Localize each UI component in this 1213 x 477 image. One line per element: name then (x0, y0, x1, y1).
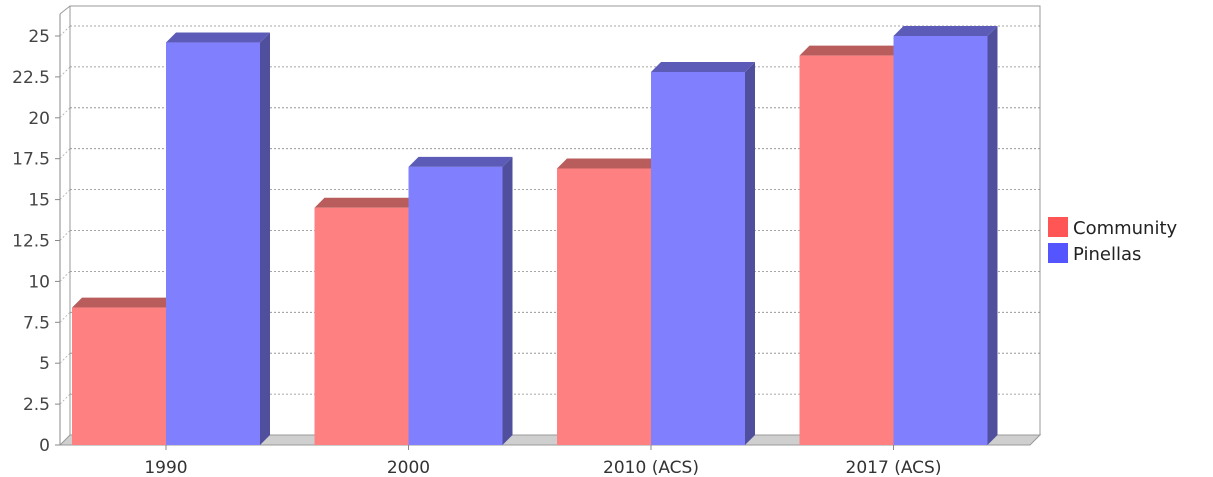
bar-front (651, 71, 745, 445)
y-tick-label: 10 (28, 272, 50, 292)
y-axis-top-edge (59, 5, 71, 15)
x-tick-label: 1990 (144, 458, 187, 477)
bar-front (72, 307, 166, 445)
x-tick-label: 2010 (ACS) (603, 458, 699, 477)
bar-front (799, 55, 894, 446)
bar-front (408, 166, 503, 445)
y-tick-label: 7.5 (23, 313, 50, 333)
bar-community-3 (799, 45, 904, 446)
gridline-side (59, 189, 71, 200)
y-tick-label: 20 (28, 109, 50, 129)
legend-item-pinellas: Pinellas (1048, 243, 1141, 265)
bar-front (557, 168, 651, 446)
bar-side (502, 156, 513, 445)
bar-top (651, 61, 755, 72)
gridline-side (59, 66, 71, 78)
y-axis: 0 2.5 5 7.5 10 12.5 15 17.5 20 22.5 25 (12, 27, 60, 456)
legend-swatch (1048, 243, 1068, 263)
bar-front (166, 42, 260, 445)
bar-community-2 (557, 158, 661, 446)
bar-top (72, 297, 176, 308)
legend-swatch (1048, 217, 1068, 237)
bar-pinellas-0 (166, 32, 270, 445)
gridline-side (59, 107, 71, 119)
y-tick-label: 15 (28, 191, 50, 211)
x-tick-label: 2000 (387, 458, 430, 477)
gridline-side (59, 230, 71, 241)
y-tick-label: 12.5 (12, 232, 50, 252)
bar-top (166, 32, 270, 43)
bar-top (893, 26, 998, 36)
y-tick-label: 25 (28, 27, 50, 47)
bar-top (408, 156, 513, 167)
bars (72, 26, 998, 446)
gridline-side (59, 312, 71, 323)
legend-label: Community (1073, 218, 1178, 239)
bar-pinellas-3 (893, 26, 998, 445)
bar-side (987, 26, 998, 445)
bar-pinellas-1 (408, 156, 513, 445)
bar-side (260, 32, 270, 445)
y-tick-label: 5 (39, 354, 50, 374)
bar-pinellas-2 (651, 61, 755, 445)
bar-top (557, 158, 661, 169)
legend-item-community: Community (1048, 217, 1178, 239)
gridline-side (59, 25, 71, 37)
x-axis: 1990 2000 2010 (ACS) 2017 (ACS) (144, 445, 941, 477)
legend-label: Pinellas (1073, 244, 1141, 265)
bar-top (799, 45, 904, 56)
gridline-side (59, 352, 71, 364)
bar-community-0 (72, 297, 176, 445)
gridline-side (59, 148, 71, 159)
x-tick-label: 2017 (ACS) (846, 458, 942, 477)
bar-community-1 (314, 197, 419, 445)
y-tick-label: 22.5 (12, 68, 50, 88)
bar-front (893, 36, 988, 445)
gridline-side (59, 271, 71, 282)
y-tick-label: 17.5 (12, 150, 50, 170)
gridline-side (59, 393, 71, 405)
y-tick-label: 0 (39, 436, 50, 456)
y-tick-label: 2.5 (23, 395, 50, 415)
bar-top (314, 197, 419, 208)
bar-side (745, 61, 755, 445)
bar-front (314, 207, 409, 445)
legend: Community Pinellas (1048, 217, 1178, 265)
